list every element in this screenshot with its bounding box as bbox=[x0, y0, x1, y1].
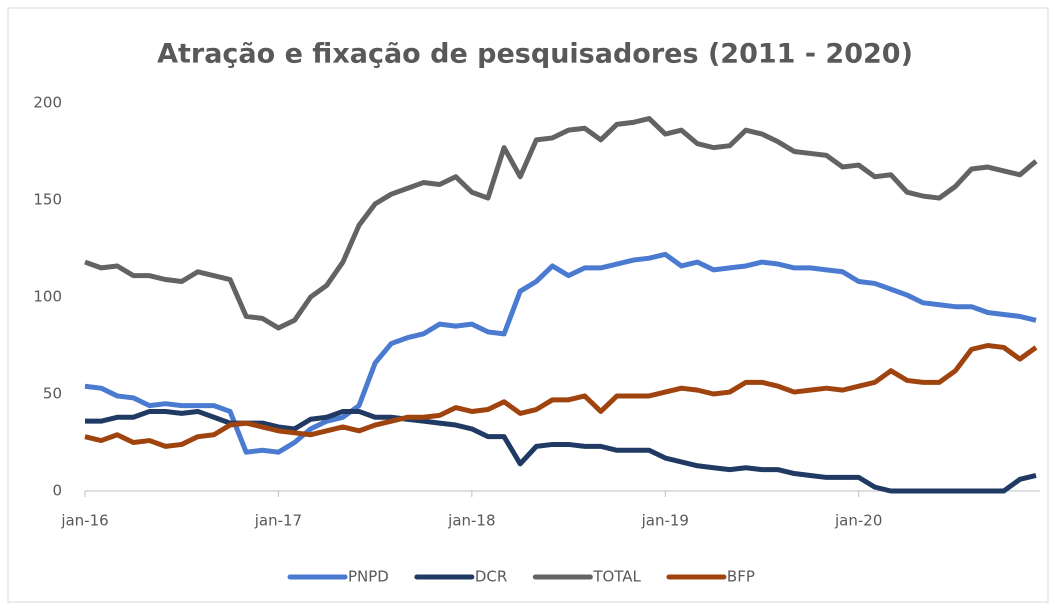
y-tick-label: 50 bbox=[43, 385, 62, 403]
y-tick-label: 100 bbox=[33, 288, 62, 306]
x-tick-label: jan-17 bbox=[254, 512, 302, 530]
y-tick-label: 200 bbox=[33, 94, 62, 112]
x-tick-label: jan-18 bbox=[447, 512, 495, 530]
chart-frame bbox=[7, 7, 1049, 603]
y-tick-label: 0 bbox=[52, 482, 62, 500]
chart-title: Atração e fixação de pesquisadores (2011… bbox=[157, 39, 913, 70]
legend-label: TOTAL bbox=[592, 568, 641, 586]
line-series bbox=[84, 343, 1038, 449]
line-series bbox=[84, 251, 1037, 455]
x-tick-label: jan-19 bbox=[641, 512, 689, 530]
legend-label: BFP bbox=[727, 568, 755, 586]
x-tick-label: jan-16 bbox=[60, 512, 108, 530]
x-tick-label: jan-20 bbox=[834, 512, 882, 530]
legend-label: PNPD bbox=[348, 568, 389, 586]
line-series bbox=[84, 116, 1038, 331]
y-tick-label: 150 bbox=[33, 191, 62, 209]
legend-label: DCR bbox=[475, 568, 507, 586]
